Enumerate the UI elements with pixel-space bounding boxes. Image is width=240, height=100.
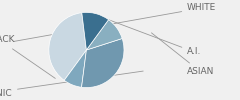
Text: A.I.: A.I. — [108, 20, 202, 56]
Wedge shape — [49, 13, 86, 80]
Wedge shape — [82, 38, 124, 88]
Wedge shape — [64, 50, 86, 87]
Text: WHITE: WHITE — [14, 4, 216, 41]
Text: BLACK: BLACK — [0, 36, 55, 78]
Wedge shape — [86, 20, 122, 50]
Text: ASIAN: ASIAN — [151, 33, 215, 76]
Text: HISPANIC: HISPANIC — [0, 71, 143, 98]
Wedge shape — [82, 12, 109, 50]
